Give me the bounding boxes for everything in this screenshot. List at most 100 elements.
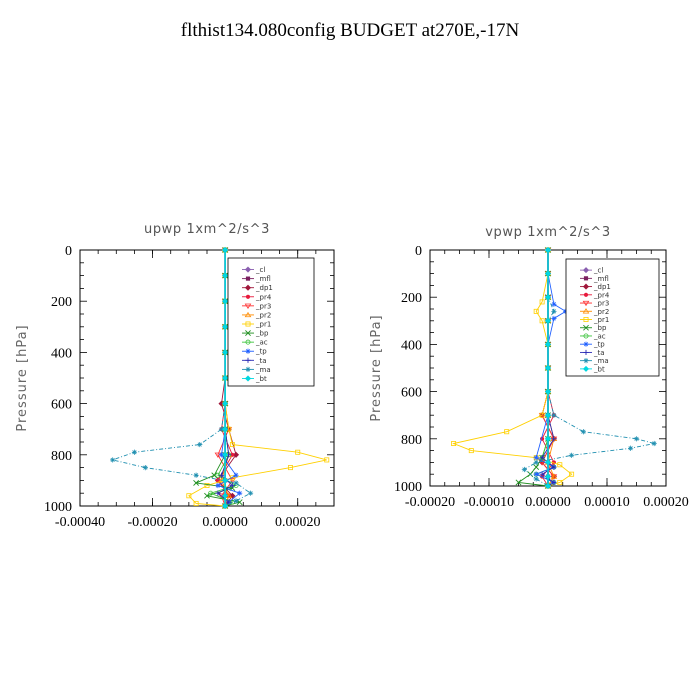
- data-point-ma: [218, 426, 225, 432]
- data-point-ma: [233, 480, 239, 486]
- legend-marker: [245, 276, 251, 281]
- data-point-bt: [222, 400, 229, 407]
- series-line-ma: [111, 250, 252, 507]
- data-point-bp: [533, 464, 540, 471]
- chart-title: upwp 1xm^2/s^3: [144, 222, 270, 237]
- data-point-ma: [533, 476, 539, 482]
- legend-marker: [245, 321, 251, 327]
- data-point-ma: [233, 498, 239, 504]
- data-point-pr1: [204, 483, 210, 489]
- legend-label: _pr2: [255, 311, 271, 319]
- legend-label: _ma: [593, 357, 609, 365]
- series-line-ma: [523, 250, 655, 487]
- series-bt: [222, 246, 229, 510]
- legend-box: [565, 258, 660, 377]
- legend-label: _pr3: [593, 300, 609, 308]
- legend-label: _ta: [255, 357, 267, 365]
- data-point-bt: [544, 317, 552, 324]
- data-point-ma: [551, 412, 557, 418]
- data-point-ac: [208, 490, 214, 496]
- data-point-bt: [222, 451, 229, 458]
- legend-label: _ac: [255, 339, 268, 347]
- data-point-ta: [551, 436, 557, 442]
- data-point-pr1: [569, 471, 575, 477]
- data-point-ma: [247, 490, 254, 496]
- data-point-bp: [515, 479, 522, 486]
- data-point-pr1: [468, 448, 474, 454]
- data-point-bt: [544, 246, 552, 254]
- y-tick-label: 1000: [44, 500, 72, 515]
- data-point-ma: [142, 465, 148, 471]
- legend-marker: [245, 366, 251, 372]
- x-tick-label: -0.00020: [405, 495, 455, 510]
- data-point-bt: [222, 298, 229, 305]
- legend-label: _pr1: [593, 316, 609, 324]
- data-point-pr1: [504, 429, 510, 435]
- data-point-pr1: [557, 479, 563, 485]
- legend-marker: [582, 300, 590, 307]
- legend-marker: [245, 357, 251, 363]
- legend-label: _ma: [255, 366, 271, 374]
- legend-label: _bp: [255, 330, 269, 338]
- data-point-bt: [544, 388, 552, 395]
- series-line-pr1: [452, 250, 573, 487]
- legend-marker: [245, 330, 251, 336]
- legend-label: _pr4: [255, 293, 272, 301]
- data-point-ta: [539, 471, 545, 477]
- legend-label: _tp: [593, 341, 605, 349]
- legend-label: _pr2: [593, 308, 609, 316]
- data-point-pr1: [451, 441, 457, 447]
- legend-label: _bp: [593, 324, 607, 332]
- legend-marker: [244, 375, 252, 382]
- legend: _cl_mfl_dp1_pr4_pr3_pr2_pr1_bp_ac_tp_ta_…: [565, 258, 660, 377]
- legend-label: _pr4: [593, 291, 610, 299]
- data-point-tp: [237, 490, 243, 496]
- chart-panel-1: upwp 1xm^2/s^3 Pressure [hPa] 0 200 400 600 80…: [15, 222, 335, 530]
- data-point-pr1: [539, 412, 545, 418]
- y-axis-label: Pressure [hPa]: [15, 324, 30, 431]
- legend-marker: [244, 266, 252, 273]
- y-axis-label: Pressure [hPa]: [369, 314, 384, 421]
- legend-marker: [244, 311, 252, 318]
- data-point-pr3: [229, 478, 236, 484]
- data-point-bt: [222, 246, 229, 254]
- data-point-bt: [222, 323, 229, 330]
- data-point-ma: [628, 445, 634, 451]
- data-point-ma: [551, 308, 557, 314]
- data-point-pr1: [533, 308, 539, 314]
- y-tick-label: 400: [51, 346, 72, 361]
- legend-label: _pr1: [255, 321, 271, 329]
- legend-label: _cl: [255, 266, 265, 274]
- data-point-ma: [633, 436, 640, 442]
- x-tick-label: 0.00020: [643, 495, 689, 510]
- y-tick-label: 0: [65, 244, 72, 259]
- y-tick-label: 600: [401, 386, 422, 401]
- data-point-tp: [215, 482, 221, 489]
- legend-marker: [245, 294, 251, 299]
- legend-label: _tp: [255, 348, 267, 356]
- data-point-bt: [544, 482, 552, 490]
- data-point-ta: [215, 490, 221, 496]
- legend-label: _bt: [255, 375, 267, 383]
- data-point-bt: [544, 341, 552, 348]
- data-point-ma: [533, 459, 539, 465]
- data-point-ta: [551, 464, 557, 470]
- legend-marker: [583, 276, 589, 281]
- y-tick-label: 600: [51, 398, 72, 413]
- x-tick-label: 0.00000: [202, 515, 248, 530]
- data-point-bt: [544, 459, 552, 466]
- data-point-pr1: [295, 449, 301, 455]
- legend-marker: [582, 365, 590, 372]
- data-point-ta: [551, 479, 557, 486]
- legend-label: _dp1: [255, 284, 273, 292]
- data-point-ma: [110, 457, 116, 463]
- x-tick-label: -0.00010: [464, 495, 514, 510]
- y-tick-label: 200: [51, 295, 72, 310]
- legend-marker: [583, 292, 589, 297]
- data-point-tp: [551, 315, 557, 322]
- legend-marker: [244, 284, 252, 291]
- legend-marker: [245, 339, 251, 345]
- data-point-pr1: [539, 299, 545, 305]
